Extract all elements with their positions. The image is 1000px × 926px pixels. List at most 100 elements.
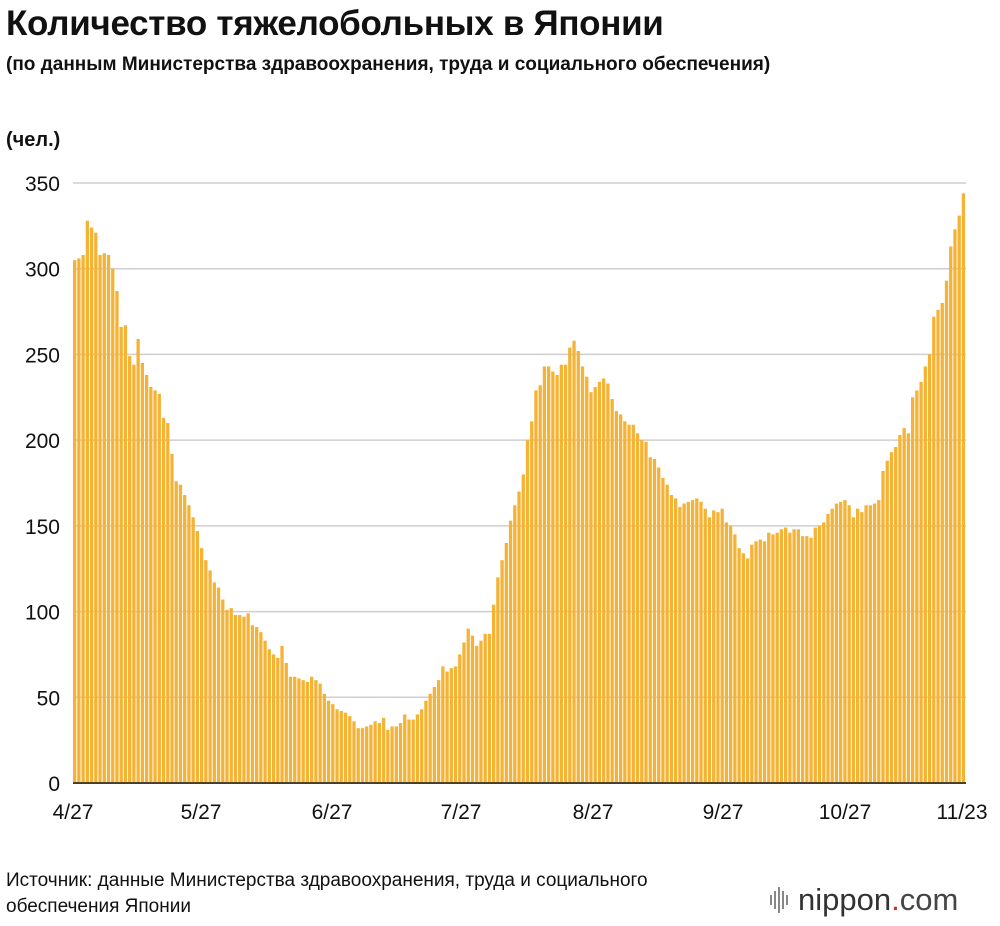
x-tick-label: 10/27: [819, 801, 872, 824]
bar: [602, 378, 606, 783]
bar: [559, 364, 564, 783]
bar: [343, 712, 348, 783]
bar: [170, 453, 174, 783]
source-note: Источник: данные Министерства здравоохра…: [6, 870, 648, 917]
y-tick-label: 150: [25, 516, 60, 539]
bar: [102, 253, 106, 784]
y-tick-label: 100: [25, 602, 60, 625]
bar: [830, 508, 834, 783]
bar: [834, 503, 839, 783]
bar: [547, 366, 551, 783]
bar: [77, 258, 81, 783]
bar: [898, 435, 902, 783]
bar: [500, 560, 504, 783]
bar: [784, 527, 788, 783]
bar: [462, 642, 466, 783]
bar: [940, 303, 944, 783]
x-tick-label: 6/27: [312, 801, 353, 824]
bar: [703, 508, 707, 783]
bar: [868, 505, 872, 783]
bar: [910, 397, 915, 783]
bar: [369, 724, 373, 783]
bar: [98, 255, 102, 783]
bar: [377, 723, 382, 783]
bar: [238, 615, 242, 783]
bar: [267, 649, 271, 783]
bar: [284, 663, 288, 783]
bar: [665, 484, 669, 783]
bar: [149, 387, 153, 783]
bar: [932, 316, 936, 783]
bar: [555, 375, 559, 783]
bar: [606, 383, 610, 783]
bar: [792, 529, 796, 783]
bar: [208, 570, 212, 783]
bar: [119, 327, 123, 783]
bars: [73, 193, 966, 784]
bar: [85, 220, 89, 783]
bar: [174, 481, 178, 783]
bar: [885, 460, 889, 783]
bar: [326, 700, 331, 783]
bar: [894, 447, 898, 783]
bar: [128, 356, 132, 783]
bar: [335, 709, 339, 783]
bar: [259, 632, 263, 783]
bar: [712, 510, 716, 783]
bar: [720, 508, 724, 783]
bar: [407, 719, 411, 783]
bar: [360, 728, 365, 783]
x-tick-label: 4/27: [53, 801, 94, 824]
bar: [771, 534, 775, 783]
x-tick-label: 5/27: [181, 801, 222, 824]
x-tick-label: 9/27: [703, 801, 744, 824]
bar: [428, 693, 432, 783]
logo-tld: com: [899, 882, 959, 917]
bar: [420, 709, 424, 783]
bar: [580, 366, 585, 783]
bar: [111, 268, 115, 784]
bar: [534, 390, 538, 783]
bar: [750, 544, 754, 783]
bar: [94, 232, 98, 783]
bar: [627, 424, 631, 783]
bar: [699, 501, 703, 783]
bar: [458, 654, 462, 783]
bar: [373, 721, 377, 783]
bar: [475, 645, 479, 783]
bar: [826, 513, 830, 783]
bar: [436, 680, 441, 783]
bar: [89, 227, 94, 783]
bar: [73, 260, 77, 783]
bar: [297, 678, 301, 783]
bar: [906, 433, 911, 783]
bar: [864, 505, 868, 783]
bar: [915, 390, 919, 783]
bar: [724, 522, 729, 783]
bar: [521, 474, 525, 783]
bar: [754, 541, 758, 783]
bar: [822, 522, 826, 783]
chart-title: Количество тяжелобольных в Японии: [6, 4, 664, 43]
bar: [686, 501, 690, 783]
bar: [525, 440, 530, 783]
bar: [610, 399, 614, 783]
bar: [424, 700, 428, 783]
bar: [242, 616, 246, 783]
bar: [716, 512, 720, 783]
bar: [953, 229, 957, 784]
y-tick-labels: 0 50 100 150 200 250 300 350: [25, 173, 60, 796]
bar: [140, 363, 145, 783]
bar: [386, 729, 390, 783]
bar: [758, 539, 762, 783]
bar: [288, 676, 293, 783]
bar: [348, 716, 352, 783]
bar: [157, 393, 161, 783]
bar: [762, 541, 767, 783]
bar: [496, 577, 500, 783]
bar: [381, 717, 386, 783]
bar: [682, 503, 686, 783]
bar: [318, 683, 322, 783]
bar: [936, 309, 940, 783]
bar: [640, 440, 644, 783]
